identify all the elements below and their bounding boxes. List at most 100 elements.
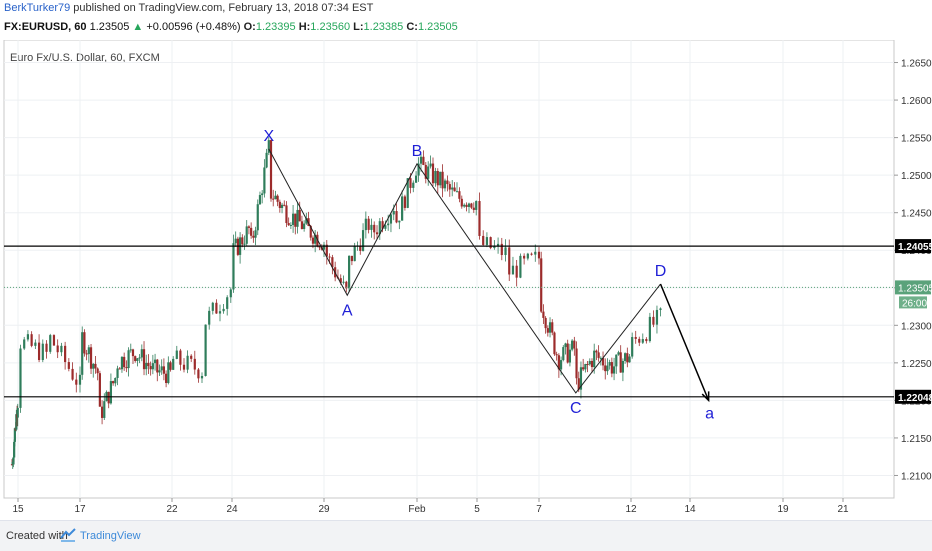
candle-body (590, 360, 594, 368)
author-link[interactable]: BerkTurker79 (4, 2, 71, 14)
candle-body (136, 358, 139, 361)
x-axis: 15 17 22 24 29 Feb 5 7 12 14 19 21 (12, 498, 849, 515)
candle-body (83, 332, 86, 354)
candle-body (478, 201, 481, 236)
candle-body (169, 362, 172, 370)
candle-body (274, 195, 277, 200)
candle-body (496, 243, 500, 246)
x-tick-label: 14 (684, 504, 696, 515)
candle-body (406, 178, 409, 208)
candle-body (120, 356, 124, 370)
candle-body (604, 365, 607, 372)
candle-body (267, 140, 270, 153)
candle-body (165, 373, 168, 384)
plot-area[interactable] (3, 40, 895, 499)
candle-body (172, 358, 175, 370)
candle-body (387, 223, 390, 226)
high-value: 1.23560 (310, 21, 351, 33)
y-tick-label: 1.25500 (901, 134, 932, 145)
candle-body (367, 218, 370, 230)
x-tick-label: 22 (166, 504, 178, 515)
candle-body (96, 368, 99, 374)
candle-body (652, 316, 655, 325)
candle-body (218, 311, 222, 314)
candle-body (197, 369, 200, 379)
y-tick-label: 1.21000 (901, 471, 932, 482)
x-tick-label: 19 (777, 504, 789, 515)
candle-body (350, 255, 353, 262)
y-tick-label: 1.26500 (901, 59, 932, 70)
candle-body (123, 356, 126, 368)
candle-body (548, 322, 552, 333)
candle-body (41, 343, 44, 361)
high-label: H: (298, 21, 311, 33)
x-tick-label: 12 (625, 504, 637, 515)
candle-body (252, 235, 255, 238)
y-tick-label: 1.21500 (901, 434, 932, 445)
candle-body (193, 358, 196, 370)
created-with: Created with (6, 530, 68, 542)
candle-body (582, 367, 585, 370)
candle-body (318, 246, 321, 248)
candle-body (283, 204, 286, 206)
candle-body (303, 223, 306, 229)
x-tick-label: 7 (536, 504, 542, 515)
candle-body (597, 352, 600, 358)
candle-body (325, 244, 328, 257)
candle-body (232, 243, 235, 290)
candle-body (328, 256, 331, 258)
candle-body (631, 337, 634, 357)
candle-body (294, 213, 297, 227)
candle-body (280, 204, 284, 208)
x-tick-label: Feb (408, 504, 426, 515)
candle-body (298, 209, 301, 222)
tradingview-link[interactable]: TradingView (80, 530, 141, 542)
candle-body (381, 221, 384, 229)
level-price-tag (895, 389, 931, 404)
candle-body (204, 324, 207, 376)
candle-body (71, 368, 74, 380)
candle-body (256, 204, 259, 231)
y-tick-label: 1.25000 (901, 171, 932, 182)
candle-body (305, 218, 308, 224)
candle-body (412, 182, 415, 188)
candle-body (485, 237, 489, 245)
candle-body (118, 368, 121, 370)
candle-body (648, 316, 651, 342)
candle-body (659, 308, 662, 310)
up-arrow-icon: ▲ (132, 21, 144, 33)
candle-body (331, 257, 334, 268)
harmonic-pattern: X A B C Da (263, 128, 714, 423)
candle-body (403, 196, 407, 208)
candle-body (414, 175, 418, 183)
candle-body (378, 221, 381, 235)
candle-body (373, 224, 376, 233)
candle-body (626, 353, 629, 363)
candle-body (610, 362, 613, 374)
candle-body (364, 218, 367, 231)
candle-body (140, 349, 143, 358)
candle-body (615, 354, 618, 367)
level-price-tag (895, 239, 931, 254)
candle-body (311, 237, 315, 244)
candle-body (417, 163, 420, 176)
candle-body (149, 366, 152, 370)
candle-body (606, 365, 609, 372)
candle-body (409, 178, 412, 188)
candle-body (100, 406, 104, 418)
candle-body (26, 334, 30, 340)
candle-body (577, 378, 580, 390)
candle-body (429, 163, 432, 167)
price-change: +0.00596 (+0.48%) (146, 21, 241, 33)
candle-body (109, 381, 113, 404)
close-value: 1.23505 (417, 21, 458, 33)
candle-body (617, 352, 620, 355)
candle-body (443, 180, 447, 189)
candle-body (92, 363, 95, 369)
candle-body (241, 237, 244, 245)
x-tick-label: 15 (12, 504, 24, 515)
candle-body (553, 332, 556, 355)
price-chart[interactable]: Euro Fx/U.S. Dollar, 60, FXCM 1.21000 1.2… (0, 40, 932, 518)
candle-body (296, 209, 299, 227)
candle-body (158, 370, 161, 373)
